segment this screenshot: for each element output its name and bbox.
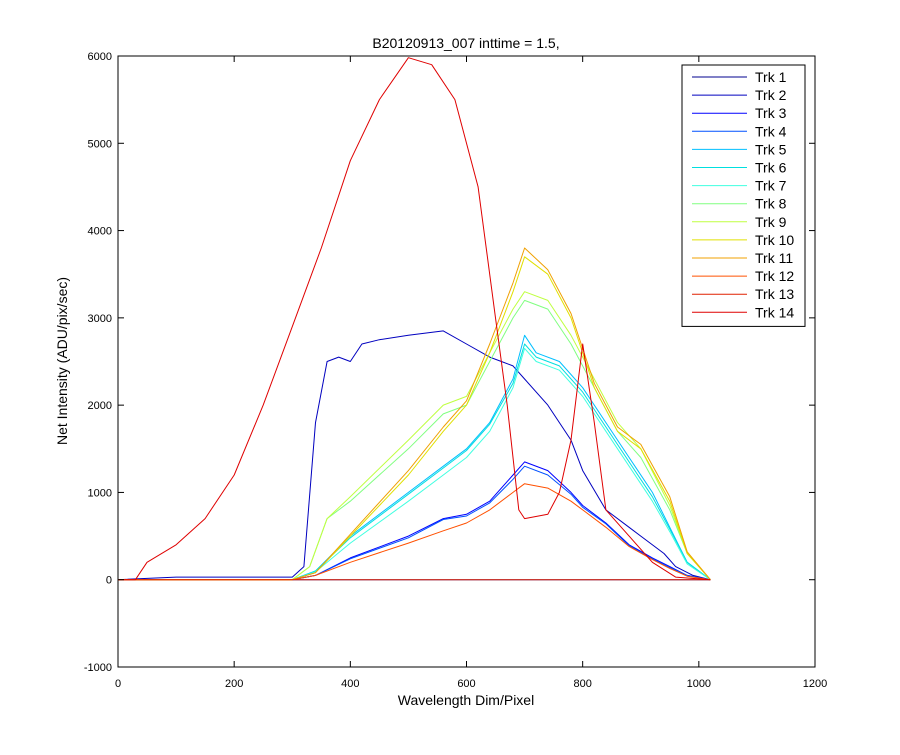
y-tick-label: 6000 xyxy=(88,51,112,63)
legend-label: Trk 6 xyxy=(755,160,787,176)
series-line-trk-2 xyxy=(117,330,711,581)
legend-label: Trk 2 xyxy=(755,87,787,103)
y-tick-label: 0 xyxy=(106,575,112,587)
series-line-trk-6 xyxy=(118,343,711,581)
x-tick-label: 600 xyxy=(457,678,475,690)
axes-layer: 0 200 400 600 800 1000 1200-100001000200030004… xyxy=(84,51,827,690)
y-axis-title: Net Intensity (ADU/pix/sec) xyxy=(54,277,70,445)
series-layer xyxy=(117,57,711,581)
legend-label: Trk 12 xyxy=(755,268,794,284)
y-tick-label: 2000 xyxy=(88,400,112,412)
series-line-trk-10 xyxy=(118,256,711,581)
x-tick-label: 0 xyxy=(115,678,121,690)
legend-label: Trk 8 xyxy=(755,196,787,212)
series-line-trk-7 xyxy=(118,347,711,581)
y-tick-label: 1000 xyxy=(88,487,112,499)
legend-label: Trk 13 xyxy=(755,286,794,302)
x-tick-label: 200 xyxy=(225,678,243,690)
x-axis-title: Wavelength Dim/Pixel xyxy=(398,692,534,708)
legend-label: Trk 10 xyxy=(755,232,794,248)
legend-label: Trk 14 xyxy=(755,304,794,320)
legend-label: Trk 7 xyxy=(755,178,787,194)
x-tick-label: 1000 xyxy=(687,678,711,690)
legend-label: Trk 11 xyxy=(755,250,793,266)
legend: Trk 1 Trk 2 Trk 3 Trk 4 Trk 5 Trk 6 Trk 7 Trk 8… xyxy=(681,64,806,327)
series-line-trk-4 xyxy=(118,465,711,581)
x-tick-label: 1200 xyxy=(803,678,827,690)
legend-label: Trk 9 xyxy=(755,214,787,230)
series-line-trk-11 xyxy=(118,247,711,581)
legend-label: Trk 5 xyxy=(755,141,787,157)
legend-label: Trk 1 xyxy=(755,69,787,85)
y-tick-label: 4000 xyxy=(88,226,112,238)
y-tick-label: 3000 xyxy=(88,313,112,325)
chart-title: B20120913_007 inttime = 1.5, xyxy=(372,35,559,51)
series-line-trk-14 xyxy=(118,57,711,581)
y-tick-label: 5000 xyxy=(88,138,112,150)
series-line-trk-12 xyxy=(118,483,711,581)
x-tick-label: 400 xyxy=(341,678,359,690)
series-line-trk-3 xyxy=(118,461,711,581)
legend-label: Trk 3 xyxy=(755,105,787,121)
y-tick-label: -1000 xyxy=(84,662,112,674)
x-tick-label: 800 xyxy=(573,678,591,690)
legend-label: Trk 4 xyxy=(755,123,787,139)
legend-box xyxy=(681,64,806,327)
